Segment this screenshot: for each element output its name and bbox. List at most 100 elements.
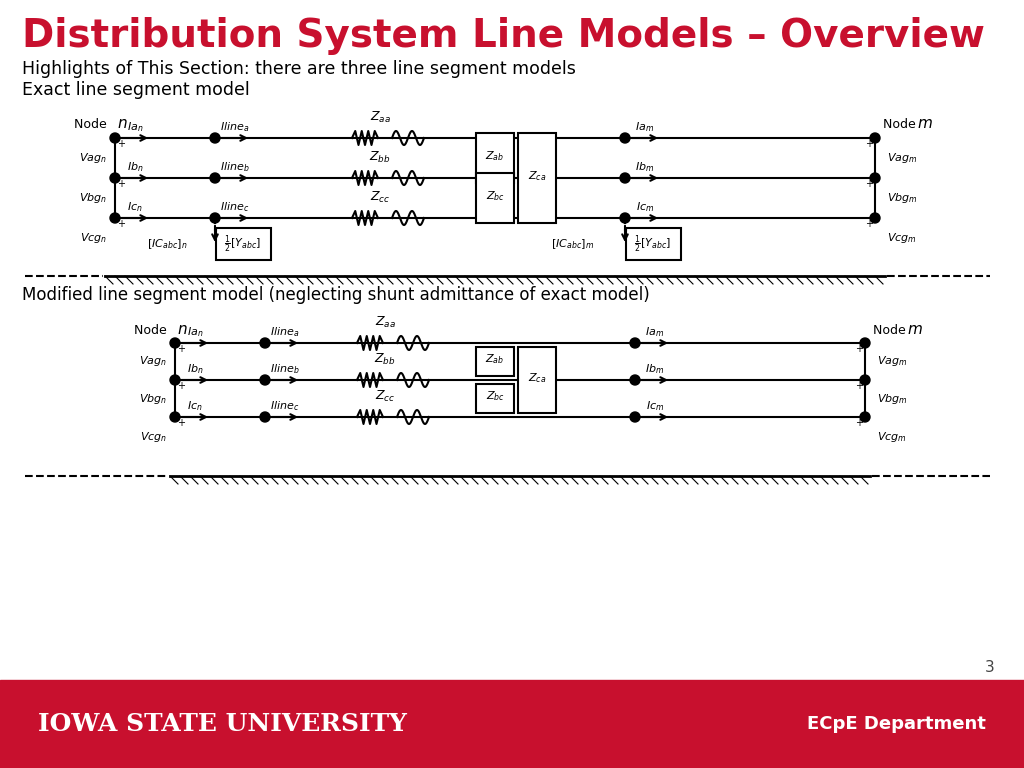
Bar bbox=[518, 133, 556, 223]
Text: $Ib_m$: $Ib_m$ bbox=[635, 160, 654, 174]
Text: $Ia_n$: $Ia_n$ bbox=[186, 325, 203, 339]
Text: +: + bbox=[177, 418, 185, 428]
Circle shape bbox=[860, 338, 870, 348]
Text: +: + bbox=[865, 219, 873, 229]
Text: Distribution System Line Models – Overview: Distribution System Line Models – Overvi… bbox=[22, 17, 985, 55]
Text: Node: Node bbox=[134, 323, 171, 336]
Circle shape bbox=[170, 338, 180, 348]
Text: $Vbg_m$: $Vbg_m$ bbox=[877, 392, 907, 406]
Text: $Z_{aa}$: $Z_{aa}$ bbox=[370, 110, 390, 125]
Text: $\mathbf{\it{m}}$: $\mathbf{\it{m}}$ bbox=[907, 322, 923, 336]
Circle shape bbox=[620, 173, 630, 183]
Text: $Vag_m$: $Vag_m$ bbox=[887, 151, 918, 165]
Text: $Vag_n$: $Vag_n$ bbox=[139, 355, 167, 369]
Text: $Ib_n$: $Ib_n$ bbox=[127, 160, 143, 174]
Text: +: + bbox=[117, 179, 125, 189]
Text: $Ia_m$: $Ia_m$ bbox=[645, 325, 665, 339]
Text: $Vbg_n$: $Vbg_n$ bbox=[139, 392, 167, 406]
Text: Node: Node bbox=[75, 118, 111, 131]
Text: $Iline_c$: $Iline_c$ bbox=[220, 200, 250, 214]
Circle shape bbox=[110, 133, 120, 143]
Circle shape bbox=[870, 133, 880, 143]
Bar bbox=[476, 384, 514, 413]
Text: +: + bbox=[855, 344, 863, 354]
Text: $Z_{cc}$: $Z_{cc}$ bbox=[370, 190, 390, 205]
Bar bbox=[476, 347, 514, 376]
Text: $Vcg_n$: $Vcg_n$ bbox=[140, 430, 167, 444]
Circle shape bbox=[170, 412, 180, 422]
Text: $Ic_m$: $Ic_m$ bbox=[636, 200, 654, 214]
Text: $Z_{bb}$: $Z_{bb}$ bbox=[370, 150, 391, 165]
Circle shape bbox=[860, 412, 870, 422]
Text: $Z_{cc}$: $Z_{cc}$ bbox=[375, 389, 395, 404]
Text: $[IC_{abc}]_m$: $[IC_{abc}]_m$ bbox=[552, 237, 595, 251]
Circle shape bbox=[110, 173, 120, 183]
Circle shape bbox=[620, 213, 630, 223]
Text: $Iline_a$: $Iline_a$ bbox=[270, 325, 300, 339]
Bar bbox=[215, 228, 270, 260]
Text: Node: Node bbox=[869, 323, 909, 336]
Text: $Iline_c$: $Iline_c$ bbox=[270, 399, 300, 413]
Text: $Ia_m$: $Ia_m$ bbox=[636, 120, 654, 134]
Text: $Iline_b$: $Iline_b$ bbox=[220, 160, 250, 174]
Text: $Vcg_m$: $Vcg_m$ bbox=[887, 231, 916, 245]
Text: $Z_{ab}$: $Z_{ab}$ bbox=[485, 353, 505, 366]
Text: Exact line segment model: Exact line segment model bbox=[22, 81, 250, 99]
Circle shape bbox=[260, 375, 270, 385]
Text: ECpE Department: ECpE Department bbox=[807, 715, 986, 733]
Text: $\mathbf{\it{n}}$: $\mathbf{\it{n}}$ bbox=[177, 322, 187, 336]
Circle shape bbox=[210, 213, 220, 223]
Circle shape bbox=[210, 133, 220, 143]
Text: +: + bbox=[865, 139, 873, 149]
Circle shape bbox=[630, 338, 640, 348]
Text: Node: Node bbox=[879, 118, 920, 131]
Text: $Ic_m$: $Ic_m$ bbox=[646, 399, 665, 413]
Text: $\frac{1}{2}[Y_{abc}]$: $\frac{1}{2}[Y_{abc}]$ bbox=[224, 233, 261, 255]
Text: Modified line segment model (neglecting shunt admittance of exact model): Modified line segment model (neglecting … bbox=[22, 286, 650, 304]
Text: $Z_{bc}$: $Z_{bc}$ bbox=[485, 389, 505, 403]
Text: $Ib_m$: $Ib_m$ bbox=[645, 362, 665, 376]
Circle shape bbox=[110, 213, 120, 223]
Text: $Vbg_n$: $Vbg_n$ bbox=[79, 191, 106, 205]
Bar bbox=[518, 347, 556, 413]
Text: $\frac{1}{2}[Y_{abc}]$: $\frac{1}{2}[Y_{abc}]$ bbox=[635, 233, 672, 255]
Text: $Z_{ab}$: $Z_{ab}$ bbox=[485, 149, 505, 163]
Text: $Vbg_m$: $Vbg_m$ bbox=[887, 191, 918, 205]
Text: $Vag_n$: $Vag_n$ bbox=[79, 151, 106, 165]
Text: $Iline_a$: $Iline_a$ bbox=[220, 120, 250, 134]
Circle shape bbox=[630, 375, 640, 385]
Text: +: + bbox=[855, 381, 863, 391]
Text: +: + bbox=[117, 139, 125, 149]
Text: $Vag_m$: $Vag_m$ bbox=[877, 355, 907, 369]
Bar bbox=[476, 173, 514, 223]
Circle shape bbox=[170, 375, 180, 385]
Circle shape bbox=[620, 133, 630, 143]
Text: $Vcg_n$: $Vcg_n$ bbox=[80, 231, 106, 245]
Text: $\mathbf{\it{m}}$: $\mathbf{\it{m}}$ bbox=[918, 117, 933, 131]
Text: $Z_{aa}$: $Z_{aa}$ bbox=[375, 315, 395, 330]
Circle shape bbox=[260, 338, 270, 348]
Text: +: + bbox=[865, 179, 873, 189]
Text: $Vcg_m$: $Vcg_m$ bbox=[877, 430, 907, 444]
Text: $Ia_n$: $Ia_n$ bbox=[127, 120, 143, 134]
Circle shape bbox=[630, 412, 640, 422]
Text: $Z_{bc}$: $Z_{bc}$ bbox=[485, 189, 505, 203]
Text: $[IC_{abc}]_n$: $[IC_{abc}]_n$ bbox=[146, 237, 187, 251]
Text: 3: 3 bbox=[985, 660, 995, 676]
Text: +: + bbox=[117, 219, 125, 229]
Circle shape bbox=[870, 213, 880, 223]
Text: $\mathbf{\it{n}}$: $\mathbf{\it{n}}$ bbox=[117, 117, 128, 131]
Circle shape bbox=[860, 375, 870, 385]
Text: $Z_{ca}$: $Z_{ca}$ bbox=[527, 371, 546, 385]
Text: $Iline_b$: $Iline_b$ bbox=[270, 362, 300, 376]
Text: +: + bbox=[855, 418, 863, 428]
Text: Highlights of This Section: there are three line segment models: Highlights of This Section: there are th… bbox=[22, 60, 575, 78]
Text: +: + bbox=[177, 381, 185, 391]
Circle shape bbox=[870, 173, 880, 183]
Bar bbox=[0, 680, 1024, 768]
Text: $Z_{bb}$: $Z_{bb}$ bbox=[374, 352, 395, 367]
Text: $Ic_n$: $Ic_n$ bbox=[187, 399, 203, 413]
Text: +: + bbox=[177, 344, 185, 354]
Circle shape bbox=[210, 173, 220, 183]
Bar bbox=[476, 133, 514, 183]
